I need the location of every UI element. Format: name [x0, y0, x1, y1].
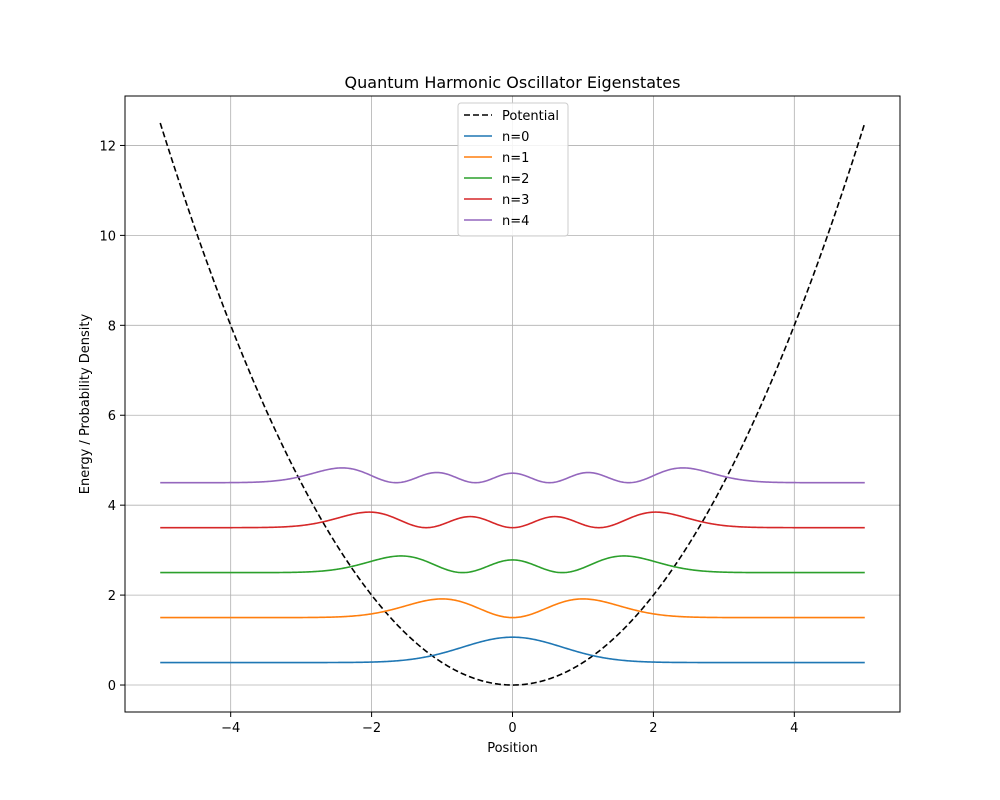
legend-label: n=3 [502, 193, 529, 208]
series-line-n0 [160, 636, 865, 664]
x-tick-label: 2 [649, 721, 657, 736]
legend-label: n=0 [502, 130, 529, 145]
series-line-n2 [160, 555, 865, 574]
plot-lines [159, 122, 866, 686]
legend-label: n=4 [502, 214, 529, 229]
x-tick-label: −2 [362, 721, 381, 736]
y-axis-label: Energy / Probability Density [78, 313, 93, 494]
y-tick-label: 4 [108, 499, 116, 514]
y-tick-label: 10 [99, 229, 116, 244]
series-line-n3 [160, 511, 865, 529]
y-tick-label: 12 [99, 139, 116, 154]
y-tick-label: 0 [108, 679, 116, 694]
axis-ticks: −4 −2 0 2 4 0 2 4 6 8 10 12 [99, 139, 798, 736]
x-tick-label: −4 [221, 721, 240, 736]
series-line-n4 [160, 467, 865, 484]
legend-label: Potential [502, 109, 559, 124]
legend-label: n=1 [502, 151, 529, 166]
y-tick-label: 2 [108, 589, 116, 604]
y-tick-label: 8 [108, 319, 116, 334]
x-tick-label: 4 [790, 721, 798, 736]
y-tick-label: 6 [108, 409, 116, 424]
x-tick-label: 0 [508, 721, 516, 736]
chart-title: Quantum Harmonic Oscillator Eigenstates [345, 73, 681, 92]
legend: Potential n=0 n=1 n=2 n=3 n=4 [457, 102, 569, 237]
legend-label: n=2 [502, 172, 529, 187]
series-line-potential [159, 122, 866, 686]
x-axis-label: Position [487, 741, 538, 756]
series-line-n1 [160, 598, 865, 619]
